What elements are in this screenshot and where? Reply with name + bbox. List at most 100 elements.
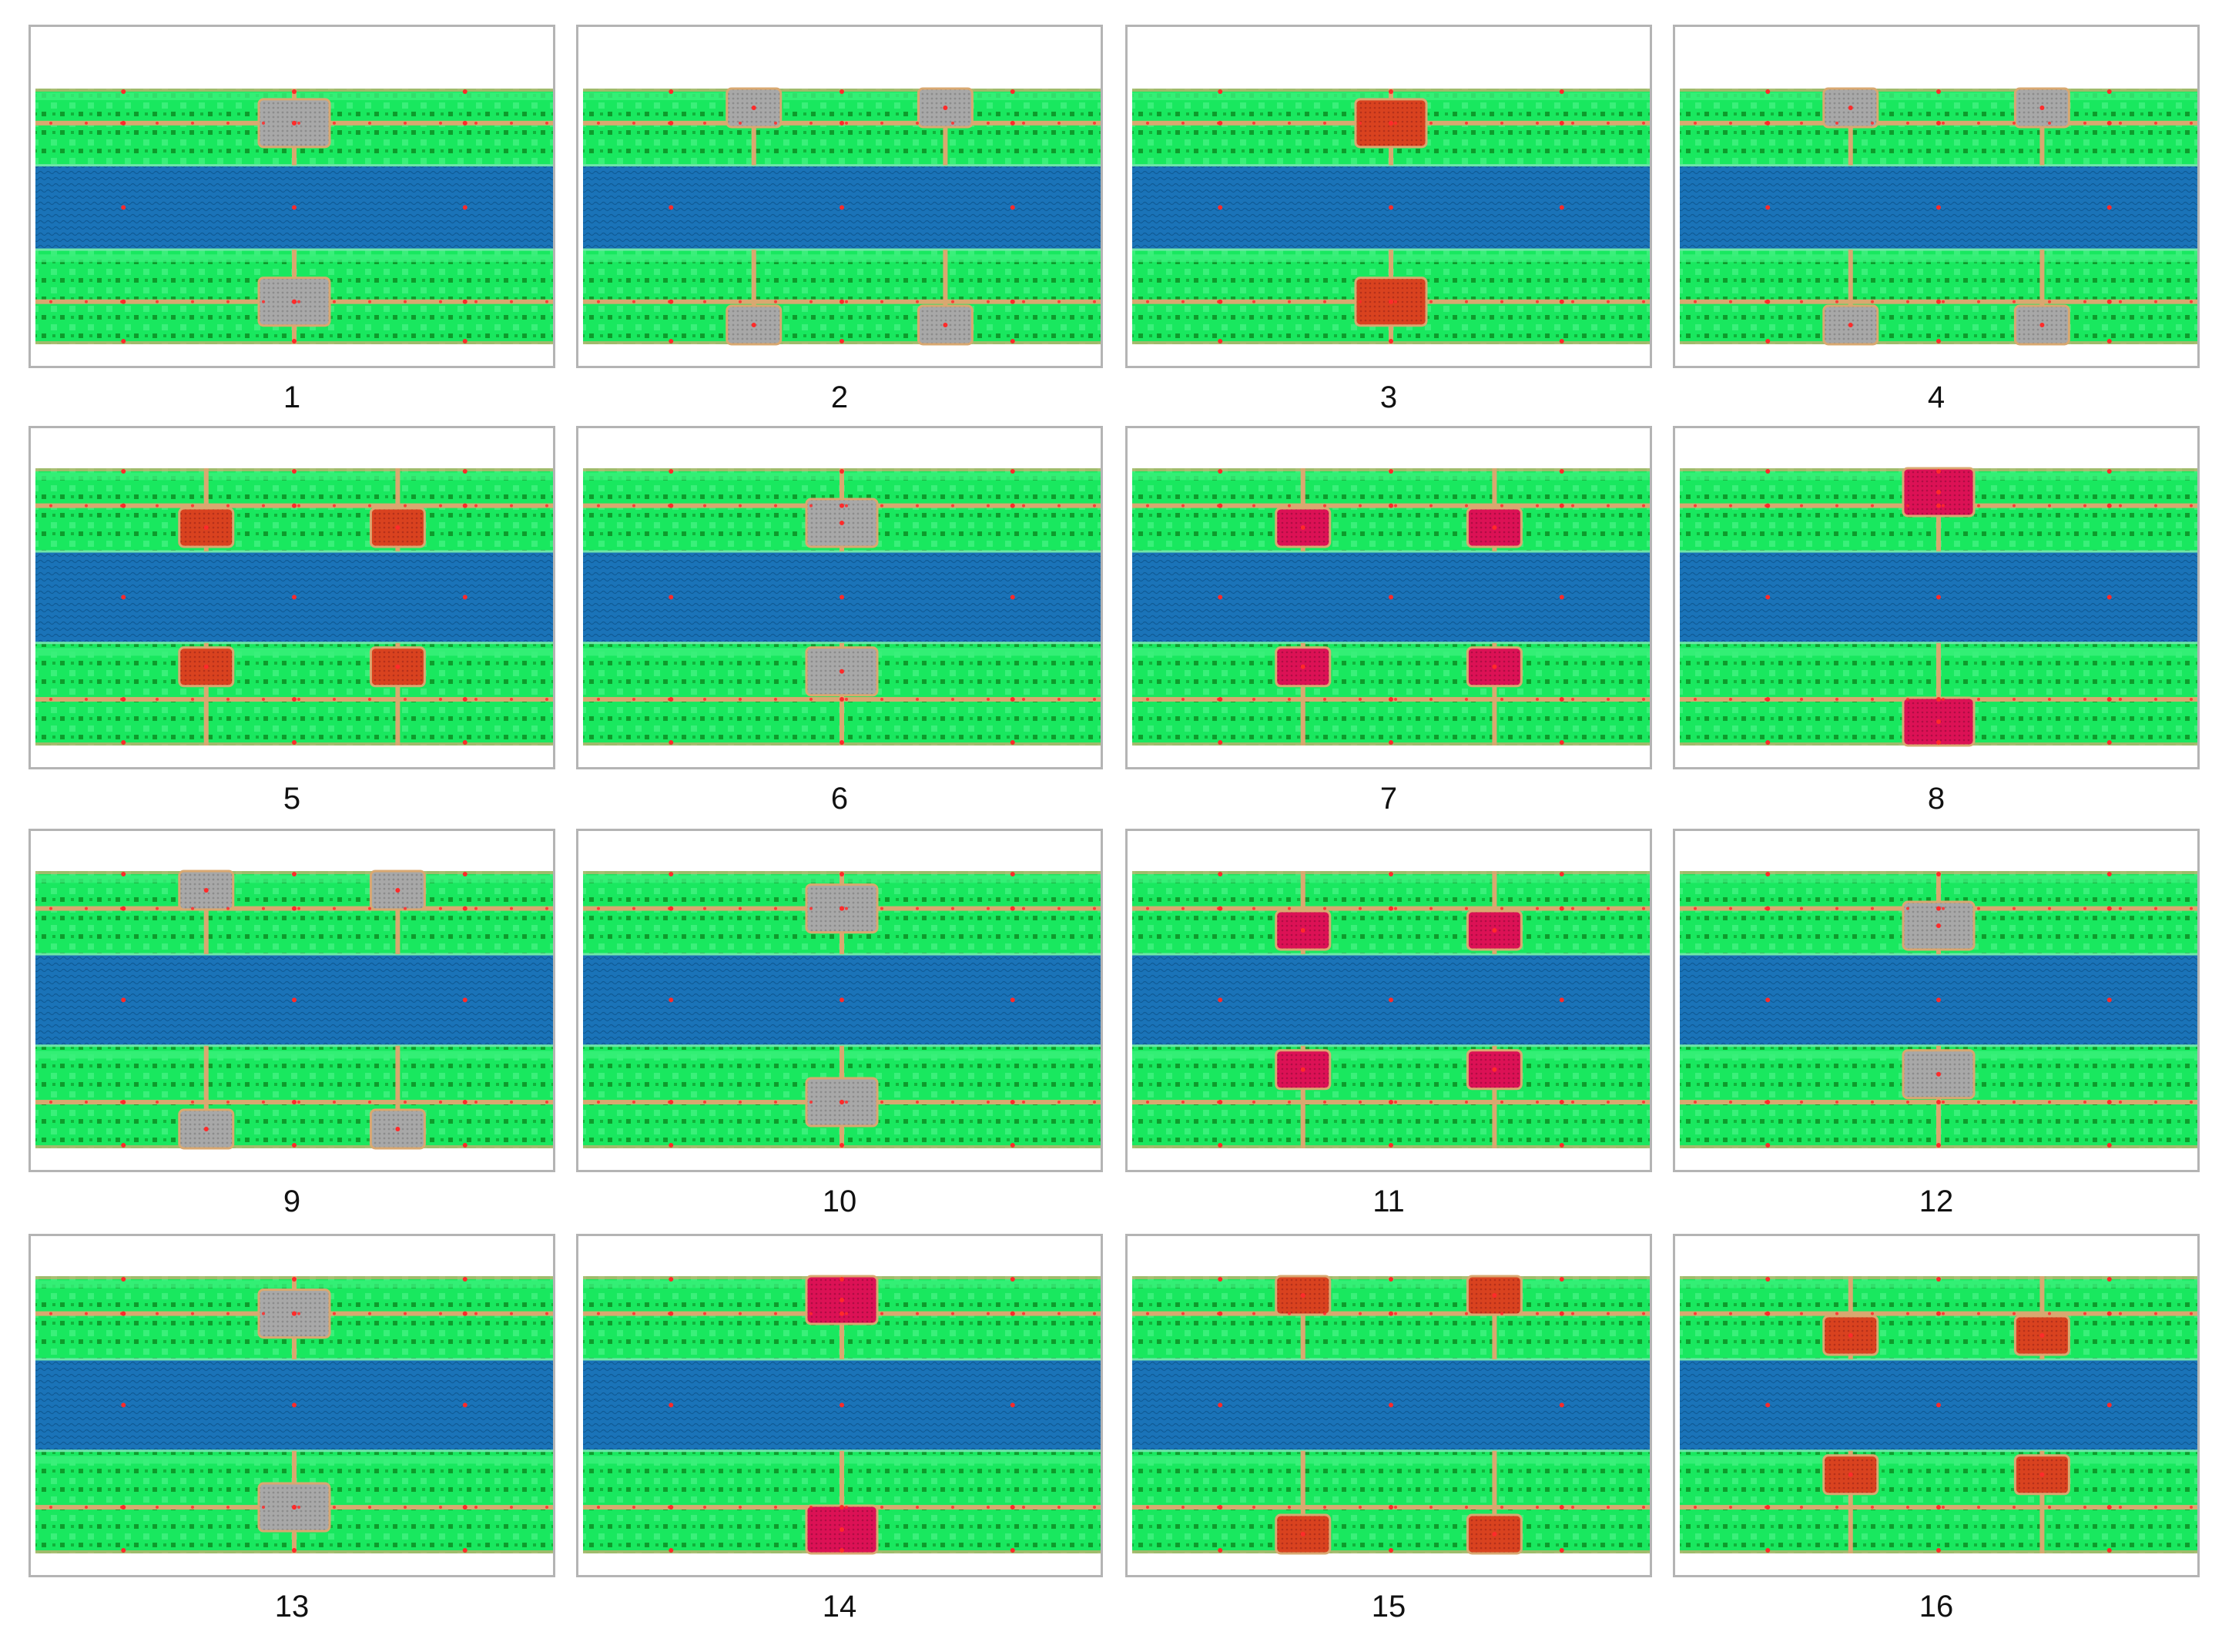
survey-dot <box>121 469 126 474</box>
survey-dot <box>2106 1277 2112 1282</box>
survey-dot <box>840 906 844 911</box>
survey-dot <box>2106 697 2112 702</box>
survey-dot <box>1010 1143 1015 1148</box>
survey-dot <box>1936 997 1941 1003</box>
survey-dot <box>121 1143 126 1148</box>
panel-label: 3 <box>1379 380 1398 414</box>
survey-dot <box>1936 1505 1941 1510</box>
survey-dot <box>1559 503 1564 508</box>
survey-dot <box>292 1277 297 1282</box>
survey-dot <box>2106 89 2112 94</box>
survey-dot <box>1765 339 1771 343</box>
survey-dot <box>292 740 297 745</box>
survey-dot <box>669 1548 674 1553</box>
upper-green-strip <box>1680 1276 2197 1359</box>
layout-diagram <box>583 1275 1101 1555</box>
panel-frame <box>1125 829 1652 1172</box>
layout-diagram <box>583 871 1101 1148</box>
survey-dot <box>2106 740 2112 745</box>
survey-dot <box>1218 740 1223 745</box>
survey-dot <box>1765 1402 1771 1408</box>
survey-dot <box>840 120 844 126</box>
survey-dot <box>1218 872 1223 876</box>
survey-dot <box>1765 89 1771 94</box>
survey-dot <box>1010 299 1015 304</box>
layout-diagram <box>1680 87 2197 346</box>
survey-dot <box>1559 1311 1564 1316</box>
survey-dot <box>121 1548 126 1553</box>
survey-dot <box>292 697 297 702</box>
survey-dot <box>1010 1100 1015 1105</box>
survey-dot <box>2106 503 2112 508</box>
survey-dot <box>1389 595 1393 600</box>
survey-dot <box>292 997 297 1003</box>
survey-dot <box>1559 997 1564 1003</box>
survey-dot <box>1559 339 1564 343</box>
survey-dot <box>1389 1143 1393 1148</box>
survey-dot <box>292 906 297 911</box>
survey-dot <box>121 1402 126 1408</box>
survey-dot <box>1010 503 1015 508</box>
survey-dot <box>669 339 674 343</box>
panel-frame <box>28 1234 555 1577</box>
survey-dot <box>1218 1277 1223 1282</box>
survey-dot <box>1010 906 1015 911</box>
survey-dot <box>1218 469 1223 474</box>
survey-dot <box>462 595 468 600</box>
survey-dot <box>1389 299 1393 304</box>
survey-dot <box>462 697 468 702</box>
survey-dot <box>1010 1402 1015 1408</box>
survey-dot <box>1936 1100 1941 1105</box>
upper-green-strip <box>35 468 553 551</box>
survey-dot <box>1765 872 1771 876</box>
survey-dot <box>669 1143 674 1148</box>
survey-dot <box>1559 872 1564 876</box>
survey-dot <box>1936 697 1941 702</box>
survey-dot <box>840 205 844 210</box>
survey-dot <box>2106 205 2112 210</box>
survey-dot <box>292 1143 297 1148</box>
survey-dot <box>1218 89 1223 94</box>
survey-dot <box>840 697 844 702</box>
lower-green-strip <box>1132 1045 1650 1148</box>
survey-dot <box>1765 997 1771 1003</box>
survey-dot <box>2106 1143 2112 1148</box>
survey-dot <box>1010 339 1015 343</box>
survey-dot <box>121 997 126 1003</box>
layout-diagram <box>1132 468 1650 746</box>
survey-dot <box>1010 120 1015 126</box>
survey-dot <box>1765 469 1771 474</box>
survey-dot <box>462 997 468 1003</box>
survey-dot <box>1389 89 1393 94</box>
survey-dot <box>669 740 674 745</box>
survey-dot <box>1389 469 1393 474</box>
upper-green-strip <box>583 89 1101 166</box>
survey-dot <box>462 120 468 126</box>
survey-dot <box>2106 997 2112 1003</box>
survey-dot <box>1765 205 1771 210</box>
panel-label: 2 <box>830 380 849 414</box>
survey-dot <box>1936 1402 1941 1408</box>
panel-label: 13 <box>274 1590 310 1624</box>
survey-dot <box>2106 872 2112 876</box>
survey-dot <box>121 339 126 343</box>
survey-dot <box>462 299 468 304</box>
survey-dot <box>1559 1100 1564 1105</box>
survey-dot <box>669 595 674 600</box>
panel-frame <box>576 426 1103 769</box>
survey-dot <box>840 89 844 94</box>
survey-dot <box>1010 89 1015 94</box>
layout-diagram <box>1132 1275 1650 1555</box>
survey-dot <box>292 595 297 600</box>
survey-dot <box>292 872 297 876</box>
survey-dot <box>1936 89 1941 94</box>
survey-dot <box>1010 697 1015 702</box>
panel-frame <box>1673 1234 2200 1577</box>
panel-label: 12 <box>1919 1185 1954 1218</box>
layout-diagram <box>583 87 1101 346</box>
survey-dot <box>840 1311 844 1316</box>
survey-dot <box>292 299 297 304</box>
survey-dot <box>1010 595 1015 600</box>
lower-green-strip <box>35 642 553 746</box>
survey-dot <box>2106 1548 2112 1553</box>
